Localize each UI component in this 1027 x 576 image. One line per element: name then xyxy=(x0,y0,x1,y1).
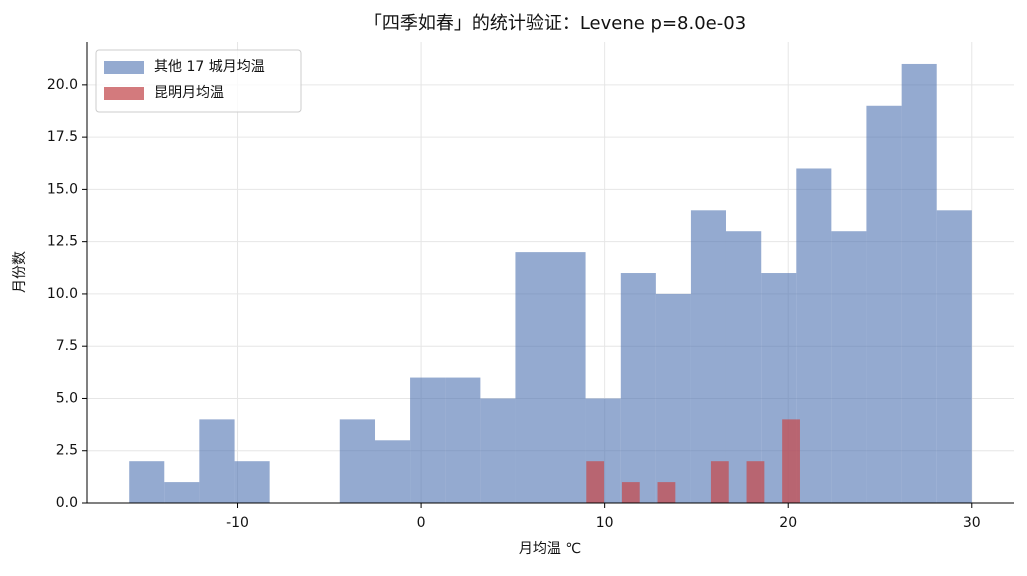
bar xyxy=(164,482,200,503)
bar xyxy=(129,461,165,503)
bar xyxy=(621,482,640,503)
y-tick-label: 12.5 xyxy=(47,234,78,250)
bar xyxy=(657,482,676,503)
chart-title: 「四季如春」的统计验证：Levene p=8.0e-03 xyxy=(364,13,746,34)
x-tick-label: 30 xyxy=(963,515,981,531)
y-tick-label: 5.0 xyxy=(56,390,78,406)
bar xyxy=(375,440,411,503)
x-tick-label: 10 xyxy=(596,515,614,531)
bar xyxy=(782,419,800,503)
bar xyxy=(866,105,902,503)
y-tick-label: 10.0 xyxy=(47,286,78,302)
legend-swatch xyxy=(104,61,144,74)
bar xyxy=(710,461,729,503)
bar xyxy=(199,419,235,503)
legend-box xyxy=(95,49,302,113)
bar xyxy=(831,231,867,503)
legend-swatch xyxy=(104,87,144,100)
bar xyxy=(901,63,937,503)
x-tick-label: 20 xyxy=(779,515,797,531)
y-tick-label: 15.0 xyxy=(47,181,78,197)
y-axis-label: 月份数 xyxy=(12,251,28,293)
bar xyxy=(725,231,762,503)
legend-label: 其他 17 城月均温 xyxy=(154,59,265,75)
x-tick-label: 0 xyxy=(417,515,426,531)
bar xyxy=(586,461,605,503)
bar xyxy=(796,168,832,503)
legend-label: 昆明月均温 xyxy=(154,85,224,101)
bar xyxy=(339,419,376,503)
bar xyxy=(620,273,656,503)
y-tick-label: 17.5 xyxy=(47,129,78,145)
bar xyxy=(410,377,446,503)
x-tick-label: -10 xyxy=(226,515,249,531)
bar xyxy=(936,210,972,504)
y-tick-label: 0.0 xyxy=(56,495,78,511)
bar xyxy=(690,210,726,504)
y-tick-label: 20.0 xyxy=(47,77,78,93)
bar xyxy=(445,377,481,503)
bar xyxy=(515,252,551,503)
bar xyxy=(234,461,270,503)
y-tick-label: 2.5 xyxy=(56,443,78,459)
bar xyxy=(655,293,691,503)
bar xyxy=(746,461,765,503)
x-axis-label: 月均温 ℃ xyxy=(519,541,581,557)
bar xyxy=(480,398,516,503)
bar xyxy=(550,252,586,503)
y-tick-label: 7.5 xyxy=(56,338,78,354)
